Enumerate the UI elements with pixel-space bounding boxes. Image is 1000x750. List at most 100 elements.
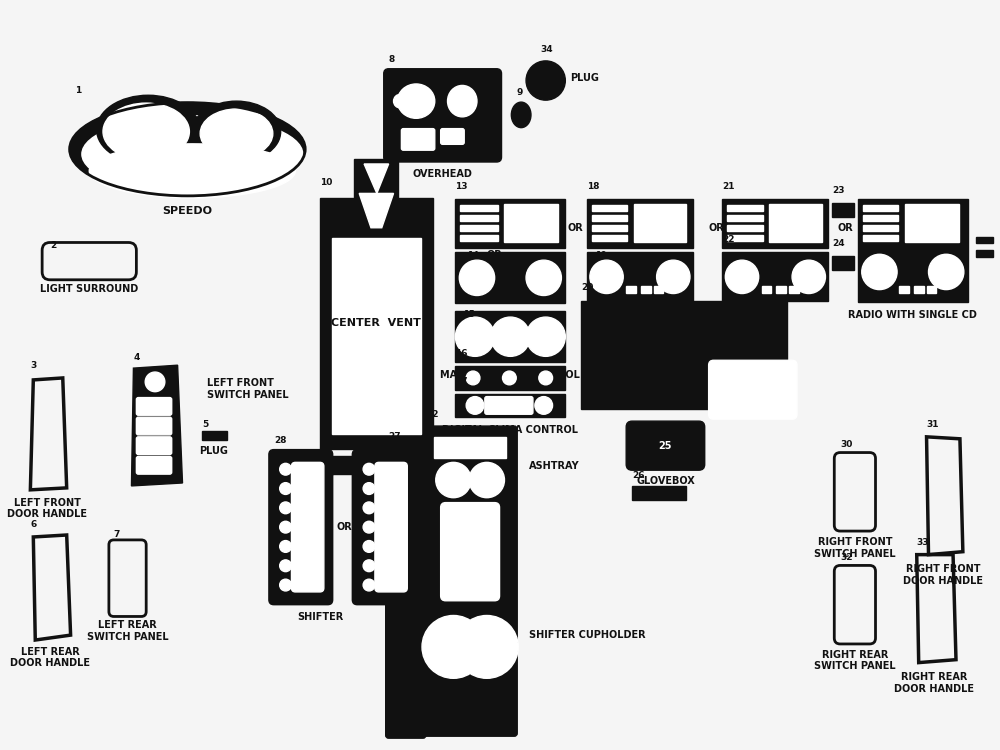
Text: 1: 1: [75, 86, 81, 95]
Bar: [722, 200, 828, 248]
Circle shape: [363, 464, 375, 475]
Bar: [863, 206, 898, 211]
Bar: [460, 206, 498, 211]
Circle shape: [862, 254, 897, 290]
Bar: [332, 238, 421, 434]
Bar: [727, 225, 763, 231]
Ellipse shape: [200, 109, 273, 158]
Text: 2: 2: [50, 242, 56, 250]
Circle shape: [929, 254, 964, 290]
Circle shape: [526, 317, 565, 356]
FancyBboxPatch shape: [441, 128, 464, 144]
Bar: [455, 311, 565, 362]
Bar: [863, 225, 898, 231]
Circle shape: [526, 61, 565, 100]
Text: OR: OR: [337, 522, 352, 532]
Text: 18: 18: [587, 182, 599, 191]
Bar: [455, 394, 565, 417]
Ellipse shape: [82, 116, 303, 193]
Text: DIGITAL CLIMA CONTROL: DIGITAL CLIMA CONTROL: [442, 425, 578, 435]
Bar: [354, 159, 398, 203]
Text: 8: 8: [389, 55, 395, 64]
Text: 3: 3: [30, 361, 37, 370]
Ellipse shape: [511, 102, 531, 128]
Text: RIGHT FRONT
SWITCH PANEL: RIGHT FRONT SWITCH PANEL: [814, 537, 896, 559]
Bar: [581, 302, 787, 410]
Bar: [434, 436, 506, 458]
Text: SHIFTER CUPHOLDER: SHIFTER CUPHOLDER: [529, 630, 646, 640]
Polygon shape: [131, 365, 183, 486]
Bar: [320, 198, 433, 448]
Bar: [762, 286, 771, 292]
FancyBboxPatch shape: [441, 503, 500, 601]
Ellipse shape: [156, 117, 229, 166]
Text: 17: 17: [455, 376, 468, 386]
Text: PLUG: PLUG: [199, 446, 228, 456]
Bar: [722, 252, 828, 302]
Text: SHIFTER: SHIFTER: [297, 611, 343, 622]
FancyBboxPatch shape: [136, 398, 172, 416]
Circle shape: [503, 371, 516, 385]
Circle shape: [280, 502, 291, 514]
Circle shape: [363, 502, 375, 514]
Circle shape: [363, 483, 375, 494]
Text: 31: 31: [927, 420, 939, 429]
Text: LEFT FRONT
SWITCH PANEL: LEFT FRONT SWITCH PANEL: [207, 378, 289, 400]
Bar: [927, 286, 936, 292]
Ellipse shape: [448, 86, 477, 117]
Circle shape: [363, 579, 375, 591]
FancyBboxPatch shape: [384, 69, 502, 162]
Text: 33: 33: [917, 538, 929, 547]
Circle shape: [792, 260, 825, 293]
Text: 9: 9: [516, 88, 523, 98]
Ellipse shape: [397, 84, 435, 118]
Text: OR: OR: [837, 223, 853, 232]
Circle shape: [469, 462, 504, 498]
FancyBboxPatch shape: [136, 436, 172, 454]
Bar: [789, 286, 799, 292]
Circle shape: [145, 372, 165, 392]
Ellipse shape: [394, 94, 407, 108]
Text: 32: 32: [840, 553, 853, 562]
Bar: [641, 286, 651, 292]
Bar: [460, 225, 498, 231]
Text: RADIO WITH SINGLE CD: RADIO WITH SINGLE CD: [848, 310, 977, 320]
Text: RADIO WITH 6 CD: RADIO WITH 6 CD: [592, 309, 688, 320]
Circle shape: [459, 260, 495, 296]
FancyBboxPatch shape: [709, 360, 797, 419]
Bar: [727, 235, 763, 241]
Bar: [455, 366, 565, 390]
Text: 29: 29: [357, 436, 370, 445]
Text: 24: 24: [832, 239, 845, 248]
Bar: [587, 252, 693, 302]
Bar: [455, 252, 565, 303]
FancyBboxPatch shape: [423, 426, 517, 736]
Ellipse shape: [103, 103, 189, 160]
Bar: [899, 286, 909, 292]
Circle shape: [466, 371, 480, 385]
Bar: [769, 204, 822, 242]
Text: 22: 22: [722, 236, 735, 244]
Bar: [832, 203, 854, 217]
Bar: [914, 286, 924, 292]
Text: RIGHT FRONT
DOOR HANDLE: RIGHT FRONT DOOR HANDLE: [903, 565, 983, 586]
Circle shape: [280, 483, 291, 494]
Circle shape: [436, 462, 471, 498]
Text: 20: 20: [581, 283, 593, 292]
Text: MANUAL CLIMA CONTROL: MANUAL CLIMA CONTROL: [440, 370, 580, 380]
Bar: [202, 431, 227, 439]
Circle shape: [590, 260, 623, 293]
Circle shape: [455, 616, 518, 678]
Bar: [727, 215, 763, 221]
Bar: [592, 206, 627, 211]
Bar: [858, 200, 968, 302]
Text: RIGHT REAR
SWITCH PANEL: RIGHT REAR SWITCH PANEL: [814, 650, 896, 671]
Circle shape: [363, 541, 375, 552]
FancyBboxPatch shape: [136, 457, 172, 474]
Text: 27: 27: [389, 432, 401, 441]
Text: SPEEDO: SPEEDO: [162, 206, 212, 216]
Circle shape: [422, 616, 485, 678]
Circle shape: [725, 260, 759, 293]
Text: 26: 26: [632, 471, 645, 480]
Text: LIGHT SURROUND: LIGHT SURROUND: [40, 284, 138, 294]
